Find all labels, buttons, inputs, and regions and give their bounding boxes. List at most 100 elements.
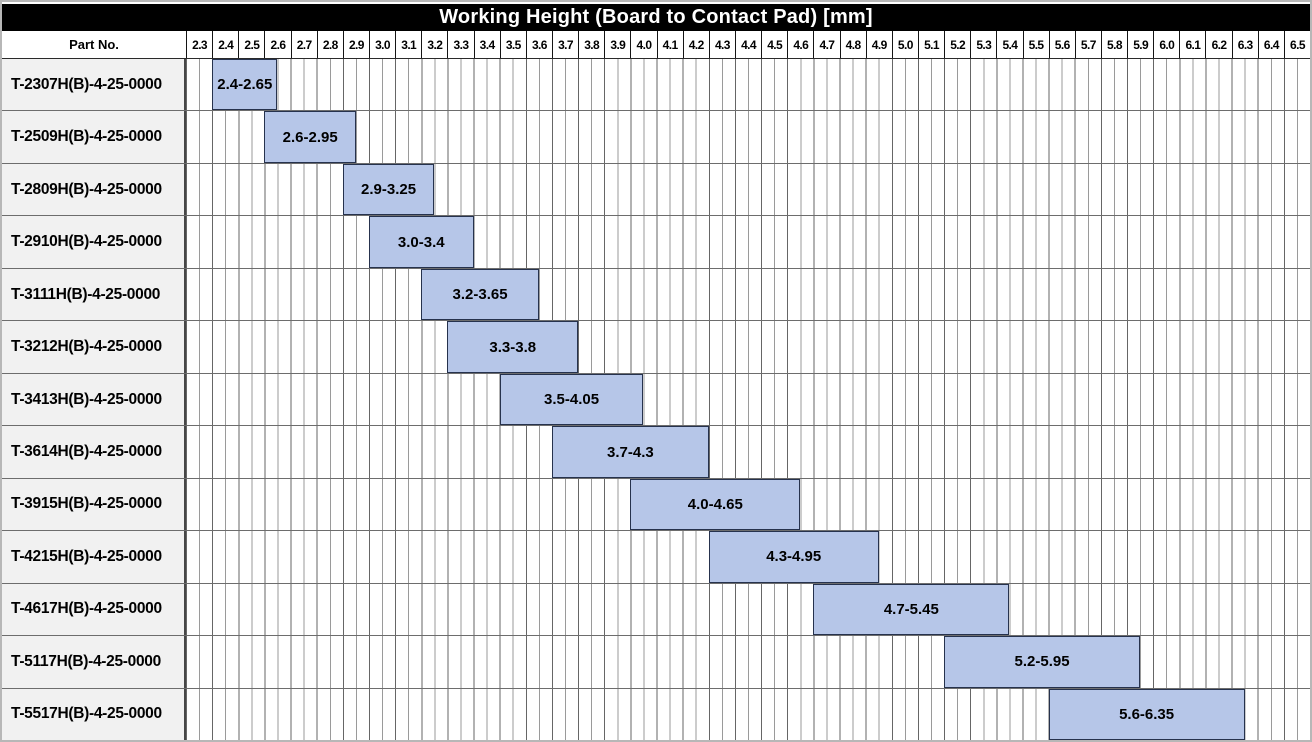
row-track: 5.6-6.35 bbox=[186, 688, 1310, 740]
axis-tick: 3.5 bbox=[499, 31, 526, 58]
axis-tick: 3.6 bbox=[525, 31, 552, 58]
axis-tick: 4.8 bbox=[839, 31, 866, 58]
axis-tick: 5.1 bbox=[917, 31, 944, 58]
axis-tick: 4.2 bbox=[682, 31, 709, 58]
axis-tick: 6.3 bbox=[1231, 31, 1258, 58]
axis-tick: 3.2 bbox=[421, 31, 447, 58]
axis-tick: 3.0 bbox=[368, 31, 395, 58]
range-bar: 5.6-6.35 bbox=[1048, 688, 1245, 740]
axis-tick: 5.4 bbox=[996, 31, 1022, 58]
axis-tick: 4.3 bbox=[708, 31, 735, 58]
row-track: 3.7-4.3 bbox=[186, 426, 1310, 478]
axis-tick: 3.9 bbox=[604, 31, 630, 58]
axis-tick: 5.8 bbox=[1100, 31, 1127, 58]
row-track: 3.2-3.65 bbox=[186, 268, 1310, 321]
table-row: T-3614H(B)-4-25-0000 3.7-4.3 bbox=[2, 426, 1310, 479]
axis-tick: 4.7 bbox=[813, 31, 839, 58]
axis-tick: 6.0 bbox=[1153, 31, 1179, 58]
axis-tick: 3.1 bbox=[395, 31, 421, 58]
axis-tick: 4.5 bbox=[761, 31, 787, 58]
axis-tick: 4.6 bbox=[787, 31, 813, 58]
part-no-label: T-4617H(B)-4-25-0000 bbox=[2, 583, 186, 636]
axis-tick: 4.1 bbox=[656, 31, 683, 58]
axis-tick: 2.4 bbox=[212, 31, 238, 58]
range-bar: 3.7-4.3 bbox=[551, 426, 709, 478]
part-no-label: T-3212H(B)-4-25-0000 bbox=[2, 321, 186, 373]
table-row: T-3413H(B)-4-25-0000 3.5-4.05 bbox=[2, 373, 1310, 427]
axis-tick: 2.3 bbox=[186, 31, 212, 58]
axis-tick: 3.3 bbox=[447, 31, 473, 58]
axis-tick: 6.4 bbox=[1257, 31, 1284, 58]
axis-tick: 4.9 bbox=[865, 31, 892, 58]
range-bar: 3.0-3.4 bbox=[368, 216, 474, 268]
part-no-label: T-4215H(B)-4-25-0000 bbox=[2, 531, 186, 583]
axis-tick: 6.1 bbox=[1179, 31, 1205, 58]
axis-tick: 5.0 bbox=[891, 31, 918, 58]
range-bar: 2.4-2.65 bbox=[212, 59, 278, 111]
row-track: 2.6-2.95 bbox=[186, 111, 1310, 163]
part-no-column-header: Part No. bbox=[69, 37, 119, 52]
axis-tick: 5.2 bbox=[944, 31, 970, 58]
chart-rows: T-2307H(B)-4-25-0000 2.4-2.65 T-2509H(B)-4… bbox=[2, 59, 1310, 740]
table-row: T-2307H(B)-4-25-0000 2.4-2.65 bbox=[2, 59, 1310, 112]
axis-tick: 2.7 bbox=[290, 31, 317, 58]
axis-tick: 4.0 bbox=[630, 31, 656, 58]
table-row: T-3915H(B)-4-25-0000 4.0-4.65 bbox=[2, 478, 1310, 532]
chart-title: Working Height (Board to Contact Pad) [m… bbox=[2, 4, 1310, 31]
axis-tick: 3.7 bbox=[551, 31, 578, 58]
axis-tick: 3.4 bbox=[473, 31, 500, 58]
table-row: T-5117H(B)-4-25-0000 5.2-5.95 bbox=[2, 636, 1310, 689]
part-no-label: T-3915H(B)-4-25-0000 bbox=[2, 478, 186, 531]
axis-tick: 5.5 bbox=[1022, 31, 1049, 58]
table-row: T-2509H(B)-4-25-0000 2.6-2.95 bbox=[2, 111, 1310, 164]
range-bar: 3.3-3.8 bbox=[447, 321, 579, 373]
part-no-label: T-5117H(B)-4-25-0000 bbox=[2, 636, 186, 688]
table-row: T-2910H(B)-4-25-0000 3.0-3.4 bbox=[2, 216, 1310, 269]
range-bar: 3.2-3.65 bbox=[421, 268, 539, 321]
row-track: 5.2-5.95 bbox=[186, 636, 1310, 688]
axis-tick: 4.4 bbox=[734, 31, 761, 58]
axis-tick: 2.9 bbox=[342, 31, 369, 58]
table-row: T-3111H(B)-4-25-0000 3.2-3.65 bbox=[2, 268, 1310, 322]
table-row: T-5517H(B)-4-25-0000 5.6-6.35 bbox=[2, 688, 1310, 740]
part-no-label: T-3413H(B)-4-25-0000 bbox=[2, 373, 186, 426]
table-row: T-4617H(B)-4-25-0000 4.7-5.45 bbox=[2, 583, 1310, 637]
table-row: T-3212H(B)-4-25-0000 3.3-3.8 bbox=[2, 321, 1310, 374]
range-bar: 2.9-3.25 bbox=[342, 163, 435, 216]
range-bar: 4.3-4.95 bbox=[708, 531, 879, 583]
row-track: 3.0-3.4 bbox=[186, 216, 1310, 268]
axis-tick: 5.9 bbox=[1127, 31, 1153, 58]
row-track: 3.5-4.05 bbox=[186, 373, 1310, 426]
part-no-label: T-3614H(B)-4-25-0000 bbox=[2, 426, 186, 478]
row-track: 4.0-4.65 bbox=[186, 478, 1310, 531]
table-row: T-4215H(B)-4-25-0000 4.3-4.95 bbox=[2, 531, 1310, 584]
axis-tick: 6.2 bbox=[1205, 31, 1231, 58]
row-track: 2.9-3.25 bbox=[186, 163, 1310, 216]
part-no-label: T-2809H(B)-4-25-0000 bbox=[2, 163, 186, 216]
table-row: T-2809H(B)-4-25-0000 2.9-3.25 bbox=[2, 163, 1310, 217]
range-bar: 4.0-4.65 bbox=[630, 478, 801, 531]
axis-ticks: 2.3 2.4 2.5 2.6 2.7 2.8 2.9 3.0 3.1 3.2 3.3 3.4 3.5 3… bbox=[186, 31, 1310, 58]
part-no-label: T-2509H(B)-4-25-0000 bbox=[2, 111, 186, 163]
axis-tick: 3.8 bbox=[578, 31, 604, 58]
part-no-label: T-2307H(B)-4-25-0000 bbox=[2, 59, 186, 111]
part-no-label: T-2910H(B)-4-25-0000 bbox=[2, 216, 186, 268]
row-track: 4.3-4.95 bbox=[186, 531, 1310, 583]
range-bar: 5.2-5.95 bbox=[944, 636, 1141, 688]
axis-tick: 2.8 bbox=[316, 31, 343, 58]
range-bar: 2.6-2.95 bbox=[264, 111, 356, 163]
part-no-label: T-5517H(B)-4-25-0000 bbox=[2, 688, 186, 740]
axis-tick: 6.5 bbox=[1283, 31, 1310, 58]
row-track: 4.7-5.45 bbox=[186, 583, 1310, 636]
axis-tick: 5.7 bbox=[1074, 31, 1101, 58]
axis-header-row: Part No. 2.3 2.4 2.5 2.6 2.7 2.8 2.9 3.0 3.1 3.2 3… bbox=[2, 31, 1310, 59]
row-track: 3.3-3.8 bbox=[186, 321, 1310, 373]
range-bar: 3.5-4.05 bbox=[499, 373, 644, 426]
axis-tick: 5.3 bbox=[970, 31, 996, 58]
axis-tick: 5.6 bbox=[1048, 31, 1075, 58]
axis-tick: 2.5 bbox=[238, 31, 264, 58]
row-track: 2.4-2.65 bbox=[186, 59, 1310, 111]
range-bar: 4.7-5.45 bbox=[813, 583, 1010, 636]
axis-tick: 2.6 bbox=[264, 31, 290, 58]
